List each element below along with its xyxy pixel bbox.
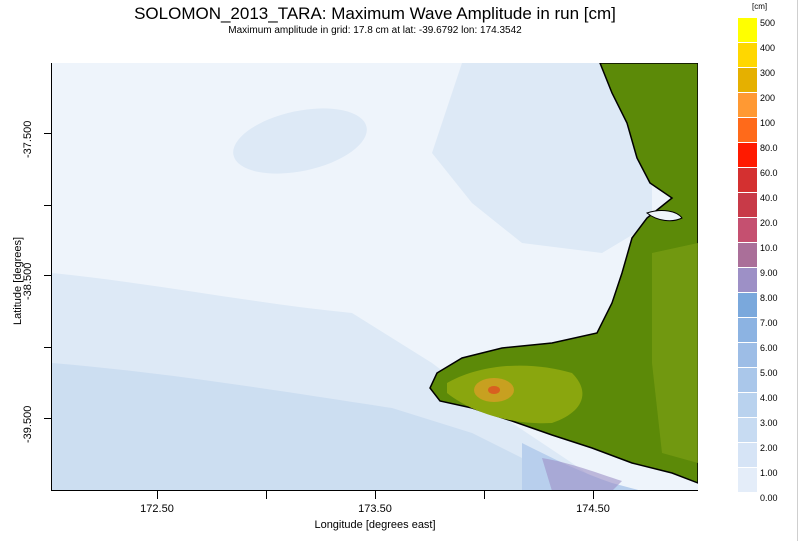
colorbar-label: 9.00 <box>760 268 778 278</box>
colorbar-label: 3.00 <box>760 418 778 428</box>
x-tick <box>157 491 158 499</box>
colorbar-label: 60.0 <box>760 168 778 178</box>
colorbar-swatch <box>738 68 757 92</box>
y-tick <box>44 275 51 276</box>
colorbar-label: 200 <box>760 93 776 103</box>
colorbar-swatch <box>738 418 757 442</box>
x-tick-label: 172.50 <box>140 503 174 515</box>
x-tick <box>375 491 376 499</box>
colorbar-swatch <box>738 218 757 242</box>
colorbar-label: 8.00 <box>760 293 778 303</box>
colorbar-swatch <box>738 243 757 267</box>
x-tick-label: 174.50 <box>576 503 610 515</box>
colorbar-label: 40.0 <box>760 193 778 203</box>
taranaki-peak-top <box>488 386 500 394</box>
colorbar-swatch <box>738 268 757 292</box>
x-tick <box>484 491 485 499</box>
x-tick <box>266 491 267 499</box>
x-tick-label: 173.50 <box>358 503 392 515</box>
colorbar-swatch <box>738 193 757 217</box>
colorbar-swatch <box>738 168 757 192</box>
colorbar-swatch <box>738 43 757 67</box>
colorbar-label: 1.00 <box>760 468 778 478</box>
sea-hotspot <box>542 458 622 491</box>
chart-subtitle: Maximum amplitude in grid: 17.8 cm at la… <box>228 25 522 36</box>
colorbar-label: 5.00 <box>760 368 778 378</box>
colorbar-label: 300 <box>760 68 776 78</box>
colorbar-label: 6.00 <box>760 343 778 353</box>
y-tick <box>44 133 51 134</box>
y-tick-label: -39.500 <box>22 405 34 443</box>
colorbar-label: 100 <box>760 118 776 128</box>
y-tick <box>44 205 51 206</box>
colorbar-swatch <box>738 118 757 142</box>
y-axis-title: Latitude [degrees] <box>12 236 24 325</box>
colorbar-label: 7.00 <box>760 318 778 328</box>
colorbar-swatch <box>738 368 757 392</box>
sea-band-south-mid <box>52 363 592 491</box>
colorbar-swatch <box>738 318 757 342</box>
colorbar-label: 400 <box>760 43 776 53</box>
x-tick <box>593 491 594 499</box>
y-tick <box>44 418 51 419</box>
chart-title: SOLOMON_2013_TARA: Maximum Wave Amplitud… <box>134 4 616 23</box>
colorbar-swatch <box>738 343 757 367</box>
y-axis-line <box>51 63 52 491</box>
colorbar-swatch <box>738 468 757 492</box>
y-tick <box>44 347 51 348</box>
colorbar-swatch <box>738 443 757 467</box>
colorbar-label: 500 <box>760 18 776 28</box>
colorbar-swatch <box>738 293 757 317</box>
colorbar-label: 80.0 <box>760 143 778 153</box>
colorbar-swatch <box>738 143 757 167</box>
land-high-ground <box>447 365 583 424</box>
colorbar-label: 20.0 <box>760 218 778 228</box>
colorbar-label: 0.00 <box>760 493 778 503</box>
sea-patch-ellipse <box>233 108 367 174</box>
land-inland <box>652 243 698 463</box>
colorbar-label: 2.00 <box>760 443 778 453</box>
colorbar-unit: [cm] <box>752 2 768 11</box>
colorbar-swatch <box>738 393 757 417</box>
window-edge <box>797 0 798 541</box>
colorbar-swatch <box>738 93 757 117</box>
wave-amplitude-map <box>52 63 698 491</box>
sea-band-north <box>432 63 652 253</box>
coastal-bay <box>645 210 683 222</box>
x-axis-title: Longitude [degrees east] <box>314 519 436 531</box>
x-axis-line <box>52 490 698 491</box>
colorbar-swatch <box>738 18 757 42</box>
colorbar-label: 10.0 <box>760 243 778 253</box>
y-tick-label: -37.500 <box>22 120 34 158</box>
colorbar-label: 4.00 <box>760 393 778 403</box>
